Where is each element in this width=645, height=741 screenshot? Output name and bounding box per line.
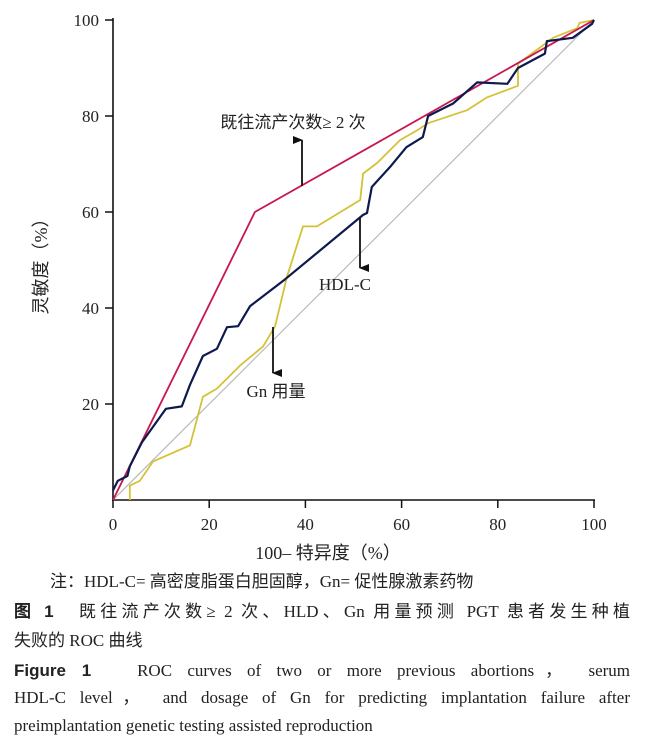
reference-diagonal-line (112, 19, 595, 501)
x-tick-label: 100 (581, 515, 607, 534)
y-tick-label: 80 (82, 107, 99, 126)
caption-en-line2: HDL-C level， and dosage of Gn for predic… (14, 688, 630, 707)
roc-chart: 0 20 40 60 80 100 20 40 60 80 100 既往流产次数≥ 2 次 HDL-C… (31, 11, 607, 563)
series-line-gn (128, 19, 595, 500)
caption-zh-line1: 图 1 既往流产次数≥ 2 次、HLD、Gn 用量预测 PGT 患者发生种植 (14, 602, 630, 622)
axes: 0 20 40 60 80 100 20 40 60 80 100 (74, 11, 607, 534)
caption-zh-text1: 既往流产次数≥ 2 次、HLD、Gn 用量预测 PGT 患者发生种植 (79, 602, 630, 621)
x-tick-label: 0 (109, 515, 118, 534)
caption-zh-label: 图 1 (14, 602, 54, 621)
caption-en-line3: preimplantation genetic testing assisted… (14, 716, 373, 735)
series-line-hdl (112, 19, 595, 491)
x-tick-label: 20 (201, 515, 218, 534)
plot-lines (112, 19, 595, 501)
y-axis-label: 灵敏度（%） (31, 210, 51, 315)
caption-zh-line2: 失败的 ROC 曲线 (14, 631, 143, 650)
x-tick-label: 60 (393, 515, 410, 534)
y-tick-label: 100 (74, 11, 100, 30)
caption-en-text1: ROC curves of two or more previous abort… (137, 661, 631, 680)
y-tick-label: 40 (82, 299, 99, 318)
y-tick-label: 20 (82, 395, 99, 414)
annotations: 既往流产次数≥ 2 次 HDL-C Gn 用量 (220, 113, 371, 401)
caption-note: 注：HDL-C= 高密度脂蛋白胆固醇，Gn= 促性腺激素药物 (50, 572, 474, 591)
series-line-abortion (112, 19, 595, 501)
caption-en-label: Figure 1 (14, 661, 92, 680)
x-axis-label: 100– 特异度（%） (255, 543, 401, 563)
annotation-label-gn: Gn 用量 (246, 382, 305, 401)
annotation-label-hdl: HDL-C (319, 275, 371, 294)
annotation-label-abortion: 既往流产次数≥ 2 次 (220, 113, 365, 132)
x-tick-label: 40 (297, 515, 314, 534)
y-tick-label: 60 (82, 203, 99, 222)
caption-en-line1: Figure 1 ROC curves of two or more previ… (14, 661, 630, 681)
x-tick-label: 80 (489, 515, 506, 534)
